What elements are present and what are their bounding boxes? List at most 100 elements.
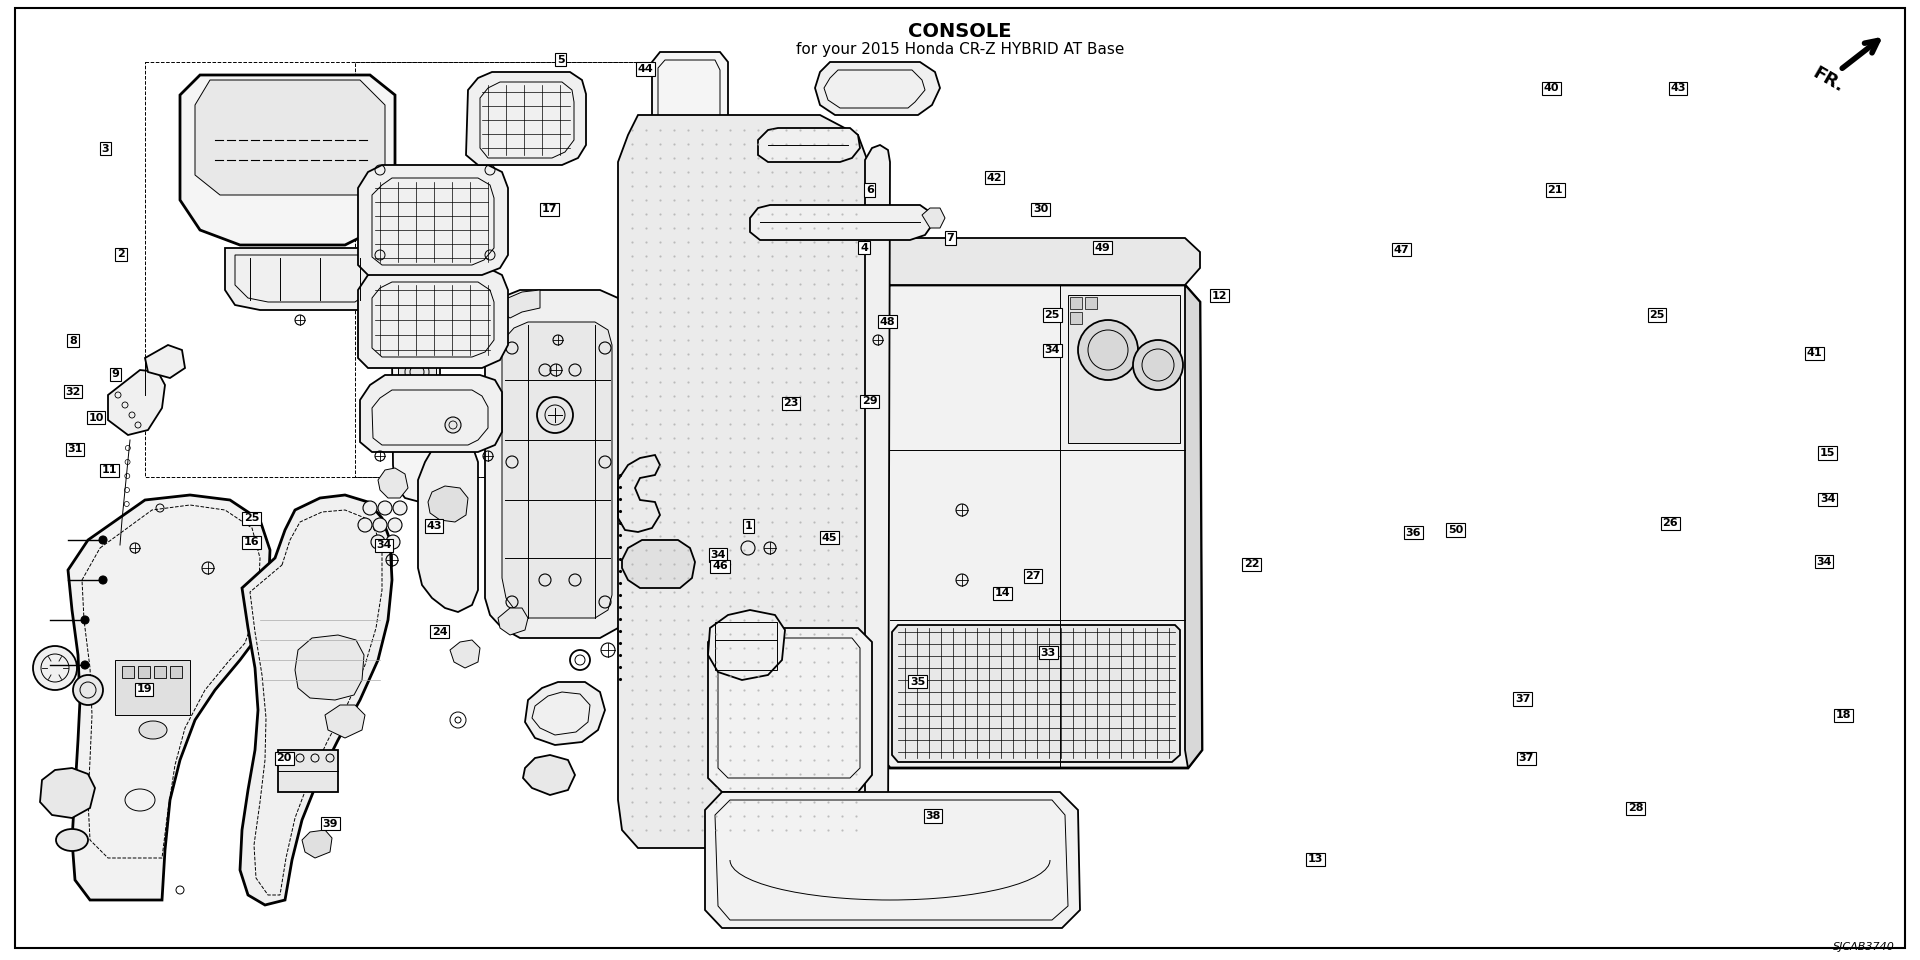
Text: 43: 43 [426, 521, 442, 531]
Text: 15: 15 [1820, 448, 1836, 458]
Text: 45: 45 [822, 533, 837, 542]
Text: 50: 50 [1448, 525, 1463, 535]
Polygon shape [705, 792, 1079, 928]
Polygon shape [653, 52, 728, 175]
Text: 4: 4 [860, 243, 868, 252]
Polygon shape [361, 375, 501, 452]
Bar [1085, 297, 1096, 309]
Text: for your 2015 Honda CR-Z HYBRID AT Base: for your 2015 Honda CR-Z HYBRID AT Base [795, 42, 1125, 57]
Polygon shape [225, 248, 390, 310]
Text: 33: 33 [1041, 648, 1056, 658]
Ellipse shape [56, 829, 88, 851]
Bar [171, 666, 182, 678]
Circle shape [394, 501, 407, 515]
Text: 25: 25 [244, 514, 259, 523]
Circle shape [186, 552, 204, 568]
Bar [146, 62, 714, 477]
Polygon shape [449, 640, 480, 668]
Text: 41: 41 [1807, 348, 1822, 358]
Text: 5: 5 [557, 55, 564, 64]
Bar [1069, 297, 1083, 309]
Bar [397, 345, 436, 400]
Text: 43: 43 [1670, 84, 1686, 93]
Bar [714, 622, 778, 670]
Text: 26: 26 [1663, 518, 1678, 528]
Text: CONSOLE: CONSOLE [908, 22, 1012, 41]
Circle shape [386, 535, 399, 549]
Bar [138, 666, 150, 678]
Text: 3: 3 [102, 144, 109, 154]
Text: 34: 34 [376, 540, 392, 550]
Polygon shape [751, 205, 931, 240]
Text: 27: 27 [1025, 571, 1041, 581]
Text: 23: 23 [783, 398, 799, 408]
Polygon shape [146, 345, 184, 378]
Polygon shape [324, 705, 365, 738]
Text: 29: 29 [862, 396, 877, 406]
Text: 16: 16 [244, 538, 259, 547]
Text: 44: 44 [637, 64, 653, 74]
Polygon shape [814, 62, 941, 115]
Bar [1069, 312, 1083, 324]
Circle shape [371, 535, 386, 549]
Bar [171, 548, 179, 572]
Polygon shape [378, 468, 407, 498]
Text: 19: 19 [136, 684, 152, 694]
Polygon shape [357, 165, 509, 275]
Polygon shape [524, 682, 605, 745]
Polygon shape [497, 608, 528, 635]
Text: 30: 30 [1033, 204, 1048, 214]
Text: 40: 40 [1544, 84, 1559, 93]
Polygon shape [758, 128, 860, 162]
Circle shape [1133, 340, 1183, 390]
Text: 32: 32 [65, 387, 81, 396]
Text: 42: 42 [987, 173, 1002, 182]
Text: 13: 13 [1308, 854, 1323, 864]
Polygon shape [893, 625, 1181, 762]
Circle shape [363, 501, 376, 515]
Text: 24: 24 [432, 627, 447, 636]
Bar [182, 548, 190, 572]
Polygon shape [1185, 285, 1202, 768]
Polygon shape [622, 540, 695, 588]
Bar [123, 666, 134, 678]
Circle shape [100, 576, 108, 584]
Polygon shape [419, 438, 478, 612]
Polygon shape [618, 115, 868, 848]
Text: 37: 37 [1519, 754, 1534, 763]
Polygon shape [501, 322, 612, 618]
Polygon shape [392, 330, 440, 502]
Polygon shape [708, 610, 785, 680]
Circle shape [1077, 320, 1139, 380]
Polygon shape [522, 755, 574, 795]
Text: 2: 2 [117, 250, 125, 259]
Text: 17: 17 [541, 204, 557, 214]
Bar [115, 660, 190, 715]
Polygon shape [301, 830, 332, 858]
Text: 35: 35 [910, 677, 925, 686]
Polygon shape [196, 80, 386, 195]
Polygon shape [872, 285, 1202, 768]
Text: 34: 34 [1816, 557, 1832, 566]
Text: 25: 25 [1649, 310, 1665, 320]
Bar [123, 548, 131, 572]
Text: 9: 9 [111, 370, 119, 379]
Polygon shape [67, 495, 271, 900]
Polygon shape [240, 495, 392, 905]
Polygon shape [40, 768, 94, 818]
Text: 31: 31 [67, 444, 83, 454]
Text: 10: 10 [88, 413, 104, 422]
Text: 34: 34 [1820, 494, 1836, 504]
Polygon shape [876, 238, 1200, 285]
Polygon shape [357, 268, 509, 368]
Polygon shape [866, 145, 891, 848]
Circle shape [372, 518, 388, 532]
Text: 20: 20 [276, 754, 292, 763]
Ellipse shape [138, 721, 167, 739]
Circle shape [81, 616, 88, 624]
Bar [134, 548, 142, 572]
Polygon shape [708, 628, 872, 792]
Polygon shape [486, 290, 626, 638]
Circle shape [33, 646, 77, 690]
Text: 22: 22 [1244, 560, 1260, 569]
